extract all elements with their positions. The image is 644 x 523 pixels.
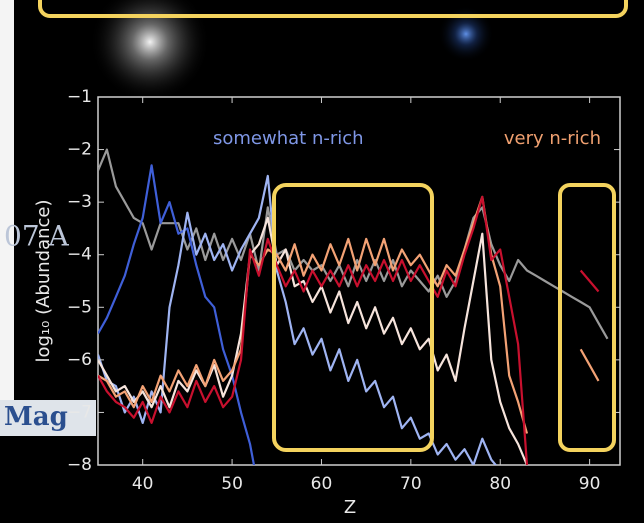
x-tick-label: 90 bbox=[579, 474, 601, 494]
y-tick-label: −3 bbox=[67, 192, 92, 212]
x-tick-label: 60 bbox=[311, 474, 333, 494]
chart: 07 A Mag −8−7−6−5−4−3−2−1405060708090 so… bbox=[0, 0, 644, 523]
background-text: Mag bbox=[4, 402, 68, 432]
x-tick-label: 40 bbox=[132, 474, 154, 494]
x-tick-label: 50 bbox=[221, 474, 243, 494]
y-axis-label: log₁₀ (Abundance) bbox=[33, 199, 54, 362]
x-axis-label: Z bbox=[344, 497, 356, 518]
y-tick-label: −2 bbox=[67, 140, 92, 160]
annotation: very n-rich bbox=[504, 128, 601, 149]
y-tick-label: −4 bbox=[67, 245, 92, 265]
x-tick-label: 80 bbox=[489, 474, 511, 494]
x-tick-label: 70 bbox=[400, 474, 422, 494]
y-tick-label: −5 bbox=[67, 297, 92, 317]
y-tick-label: −7 bbox=[67, 402, 92, 422]
y-tick-label: −6 bbox=[67, 350, 92, 370]
y-tick-label: −1 bbox=[67, 87, 92, 107]
slide-edge bbox=[0, 0, 14, 430]
annotation: somewhat n-rich bbox=[213, 128, 364, 149]
y-tick-label: −8 bbox=[67, 455, 92, 475]
